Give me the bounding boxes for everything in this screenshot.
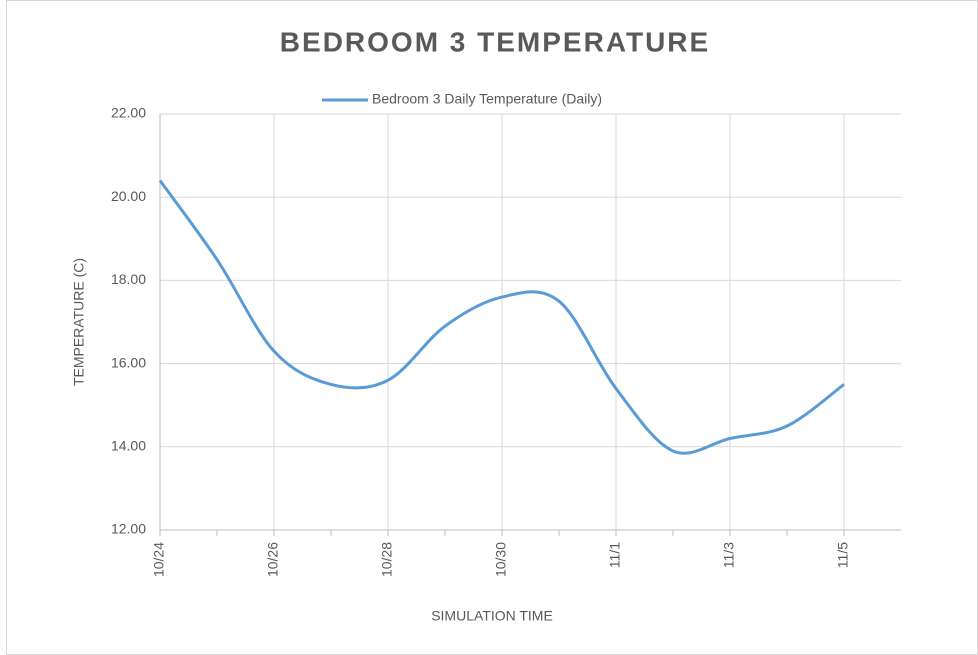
x-tick-label: 11/5 [835, 542, 851, 568]
y-tick-label: 16.00 [111, 354, 146, 370]
x-tick-label: 10/28 [379, 542, 395, 577]
y-tick-label: 18.00 [111, 271, 146, 287]
y-tick-label: 12.00 [111, 521, 146, 537]
chart-title: BEDROOM 3 TEMPERATURE [280, 26, 710, 57]
y-axis-label: TEMPERATURE (C) [71, 258, 87, 386]
x-tick-label: 10/30 [493, 542, 509, 577]
y-tick-label: 22.00 [111, 105, 146, 121]
chart-border [6, 0, 978, 655]
x-tick-label: 10/26 [265, 542, 281, 577]
x-tick-label: 11/3 [721, 542, 737, 568]
y-tick-label: 20.00 [111, 188, 146, 204]
legend-label: Bedroom 3 Daily Temperature (Daily) [372, 91, 602, 107]
y-tick-label: 14.00 [111, 438, 146, 454]
data-line [158, 179, 845, 455]
x-tick-label: 10/24 [151, 542, 167, 577]
x-tick-label: 11/1 [607, 542, 623, 568]
x-axis-label: SIMULATION TIME [431, 608, 553, 624]
